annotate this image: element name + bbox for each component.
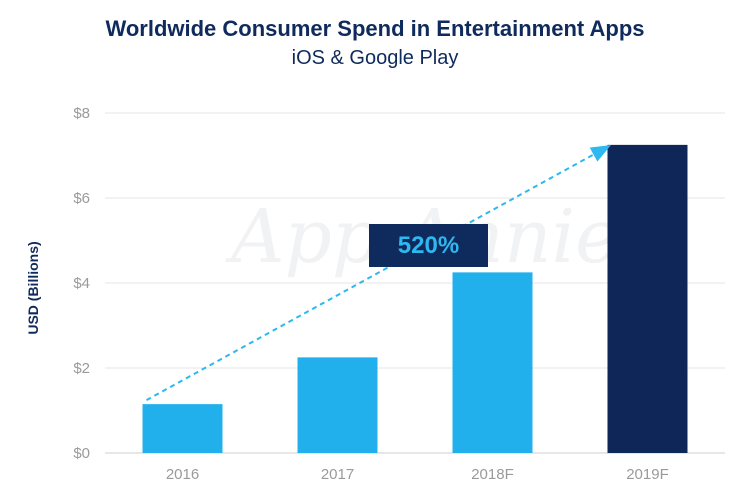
x-axis-ticks: 2016 2017 2018F 2019F — [166, 466, 669, 483]
y-tick-label: $6 — [73, 190, 90, 207]
bar-2017 — [297, 357, 378, 453]
y-tick-label: $2 — [73, 360, 90, 377]
growth-arrow — [146, 144, 612, 402]
growth-callout: 520% — [369, 224, 488, 267]
x-tick-label: 2018F — [471, 466, 514, 483]
y-tick-label: $8 — [73, 105, 90, 122]
callout-box — [369, 224, 488, 267]
chart-title: Worldwide Consumer Spend in Entertainmen… — [105, 16, 645, 41]
y-axis-label: USD (Billions) — [25, 241, 41, 334]
y-tick-label: $0 — [73, 445, 90, 462]
x-tick-label: 2019F — [626, 466, 669, 483]
bars — [142, 144, 688, 453]
bar-2019f — [607, 144, 688, 453]
bar-2018f — [452, 272, 533, 453]
y-tick-label: $4 — [73, 275, 90, 292]
bar-2016 — [142, 404, 223, 453]
x-tick-label: 2016 — [166, 466, 199, 483]
callout-label: 520% — [398, 232, 459, 259]
x-tick-label: 2017 — [321, 466, 354, 483]
y-axis-ticks: $0 $2 $4 $6 $8 — [73, 105, 90, 462]
chart-subtitle: iOS & Google Play — [291, 47, 459, 69]
